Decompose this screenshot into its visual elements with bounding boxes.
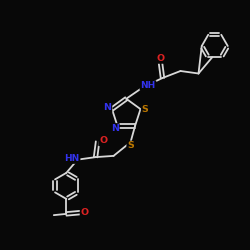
Text: O: O [99,136,107,145]
Text: O: O [80,208,89,217]
Text: S: S [142,104,148,114]
Text: N: N [111,124,119,133]
Text: O: O [156,54,164,63]
Text: NH: NH [140,81,156,90]
Text: N: N [104,103,112,112]
Text: HN: HN [64,154,80,163]
Text: S: S [127,142,134,150]
